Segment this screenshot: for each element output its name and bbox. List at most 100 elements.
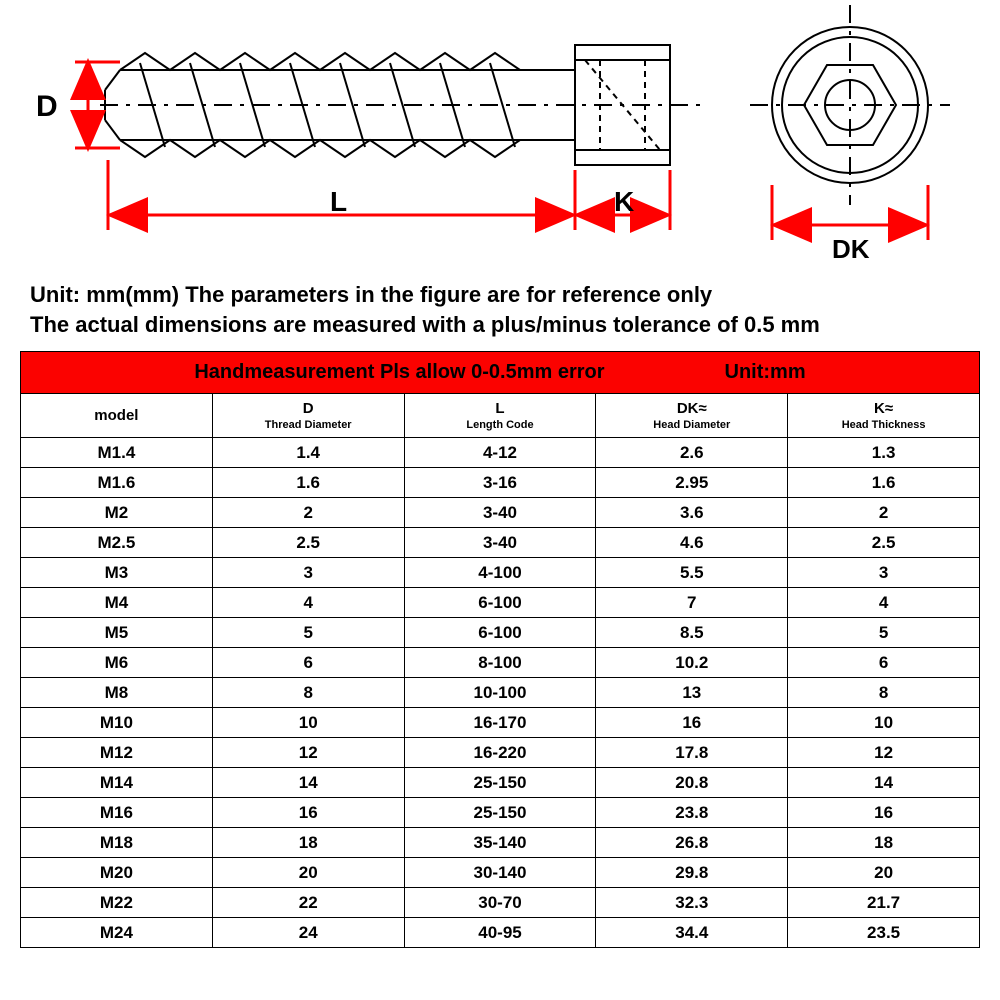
table-cell: 30-70 <box>404 888 596 918</box>
table-cell: 8-100 <box>404 648 596 678</box>
table-cell: M18 <box>21 828 213 858</box>
table-row: M8810-100138 <box>21 678 980 708</box>
table-cell: 12 <box>212 738 404 768</box>
table-cell: 10 <box>212 708 404 738</box>
table-cell: 20 <box>788 858 980 888</box>
table-cell: 16 <box>212 798 404 828</box>
table-cell: 2.6 <box>596 438 788 468</box>
table-row: M1.41.44-122.61.3 <box>21 438 980 468</box>
table-cell: 10.2 <box>596 648 788 678</box>
table-cell: 6 <box>788 648 980 678</box>
table-cell: 16 <box>596 708 788 738</box>
col-header: DK≈Head Diameter <box>596 394 788 438</box>
table-row: M668-10010.26 <box>21 648 980 678</box>
table-cell: M16 <box>21 798 213 828</box>
table-cell: M8 <box>21 678 213 708</box>
table-cell: 23.5 <box>788 918 980 948</box>
table-row: M161625-15023.816 <box>21 798 980 828</box>
spec-table-container: Handmeasurement Pls allow 0-0.5mm error … <box>0 339 1000 948</box>
table-cell: 2.5 <box>212 528 404 558</box>
table-cell: 18 <box>788 828 980 858</box>
table-row: M121216-22017.812 <box>21 738 980 768</box>
table-body: M1.41.44-122.61.3M1.61.63-162.951.6M223-… <box>21 438 980 948</box>
table-cell: 10-100 <box>404 678 596 708</box>
table-cell: 34.4 <box>596 918 788 948</box>
table-cell: 5.5 <box>596 558 788 588</box>
table-cell: 3 <box>788 558 980 588</box>
table-row: M222230-7032.321.7 <box>21 888 980 918</box>
table-row: M141425-15020.814 <box>21 768 980 798</box>
table-cell: M2.5 <box>21 528 213 558</box>
table-cell: M12 <box>21 738 213 768</box>
table-cell: 2 <box>212 498 404 528</box>
table-row: M1.61.63-162.951.6 <box>21 468 980 498</box>
table-cell: 12 <box>788 738 980 768</box>
table-cell: 1.6 <box>788 468 980 498</box>
table-cell: M2 <box>21 498 213 528</box>
desc-line2: The actual dimensions are measured with … <box>30 310 970 340</box>
table-cell: 3.6 <box>596 498 788 528</box>
table-cell: 25-150 <box>404 798 596 828</box>
table-cell: 3-16 <box>404 468 596 498</box>
table-cell: 1.3 <box>788 438 980 468</box>
table-cell: 6-100 <box>404 588 596 618</box>
table-cell: 18 <box>212 828 404 858</box>
table-cell: 4-100 <box>404 558 596 588</box>
table-cell: 10 <box>788 708 980 738</box>
table-cell: 5 <box>788 618 980 648</box>
table-cell: M22 <box>21 888 213 918</box>
table-row: M334-1005.53 <box>21 558 980 588</box>
table-cell: 22 <box>212 888 404 918</box>
table-cell: 24 <box>212 918 404 948</box>
table-cell: 26.8 <box>596 828 788 858</box>
table-cell: 4 <box>212 588 404 618</box>
table-cell: 8 <box>788 678 980 708</box>
table-cell: 2.95 <box>596 468 788 498</box>
table-row: M101016-1701610 <box>21 708 980 738</box>
table-cell: 5 <box>212 618 404 648</box>
description-text: Unit: mm(mm) The parameters in the figur… <box>0 280 1000 339</box>
label-k: K <box>614 186 634 218</box>
table-cell: 14 <box>212 768 404 798</box>
label-d: D <box>36 90 58 124</box>
table-cell: 2.5 <box>788 528 980 558</box>
table-cell: 30-140 <box>404 858 596 888</box>
table-row: M556-1008.55 <box>21 618 980 648</box>
table-cell: M6 <box>21 648 213 678</box>
table-cell: 2 <box>788 498 980 528</box>
banner-unit: Unit:mm <box>725 361 806 384</box>
table-cell: 23.8 <box>596 798 788 828</box>
spec-table: Handmeasurement Pls allow 0-0.5mm error … <box>20 351 980 948</box>
table-cell: 32.3 <box>596 888 788 918</box>
table-row: M2.52.53-404.62.5 <box>21 528 980 558</box>
label-dk: DK <box>832 234 870 265</box>
table-cell: 3 <box>212 558 404 588</box>
table-cell: 20.8 <box>596 768 788 798</box>
table-cell: 6-100 <box>404 618 596 648</box>
table-cell: 7 <box>596 588 788 618</box>
table-cell: 25-150 <box>404 768 596 798</box>
table-cell: 4-12 <box>404 438 596 468</box>
technical-diagram: D L K DK <box>0 0 1000 280</box>
table-cell: 4 <box>788 588 980 618</box>
col-header: K≈Head Thickness <box>788 394 980 438</box>
table-cell: 6 <box>212 648 404 678</box>
table-cell: M5 <box>21 618 213 648</box>
table-cell: 16-220 <box>404 738 596 768</box>
table-cell: 21.7 <box>788 888 980 918</box>
table-cell: 17.8 <box>596 738 788 768</box>
table-banner: Handmeasurement Pls allow 0-0.5mm error … <box>21 352 980 394</box>
table-cell: M10 <box>21 708 213 738</box>
table-cell: M1.6 <box>21 468 213 498</box>
table-row: M223-403.62 <box>21 498 980 528</box>
table-row: M181835-14026.818 <box>21 828 980 858</box>
column-headers: modelDThread DiameterLLength CodeDK≈Head… <box>21 394 980 438</box>
table-cell: 16-170 <box>404 708 596 738</box>
col-header: LLength Code <box>404 394 596 438</box>
table-cell: 40-95 <box>404 918 596 948</box>
table-cell: 4.6 <box>596 528 788 558</box>
table-cell: M1.4 <box>21 438 213 468</box>
table-cell: 8 <box>212 678 404 708</box>
table-cell: 1.4 <box>212 438 404 468</box>
label-l: L <box>330 186 347 218</box>
